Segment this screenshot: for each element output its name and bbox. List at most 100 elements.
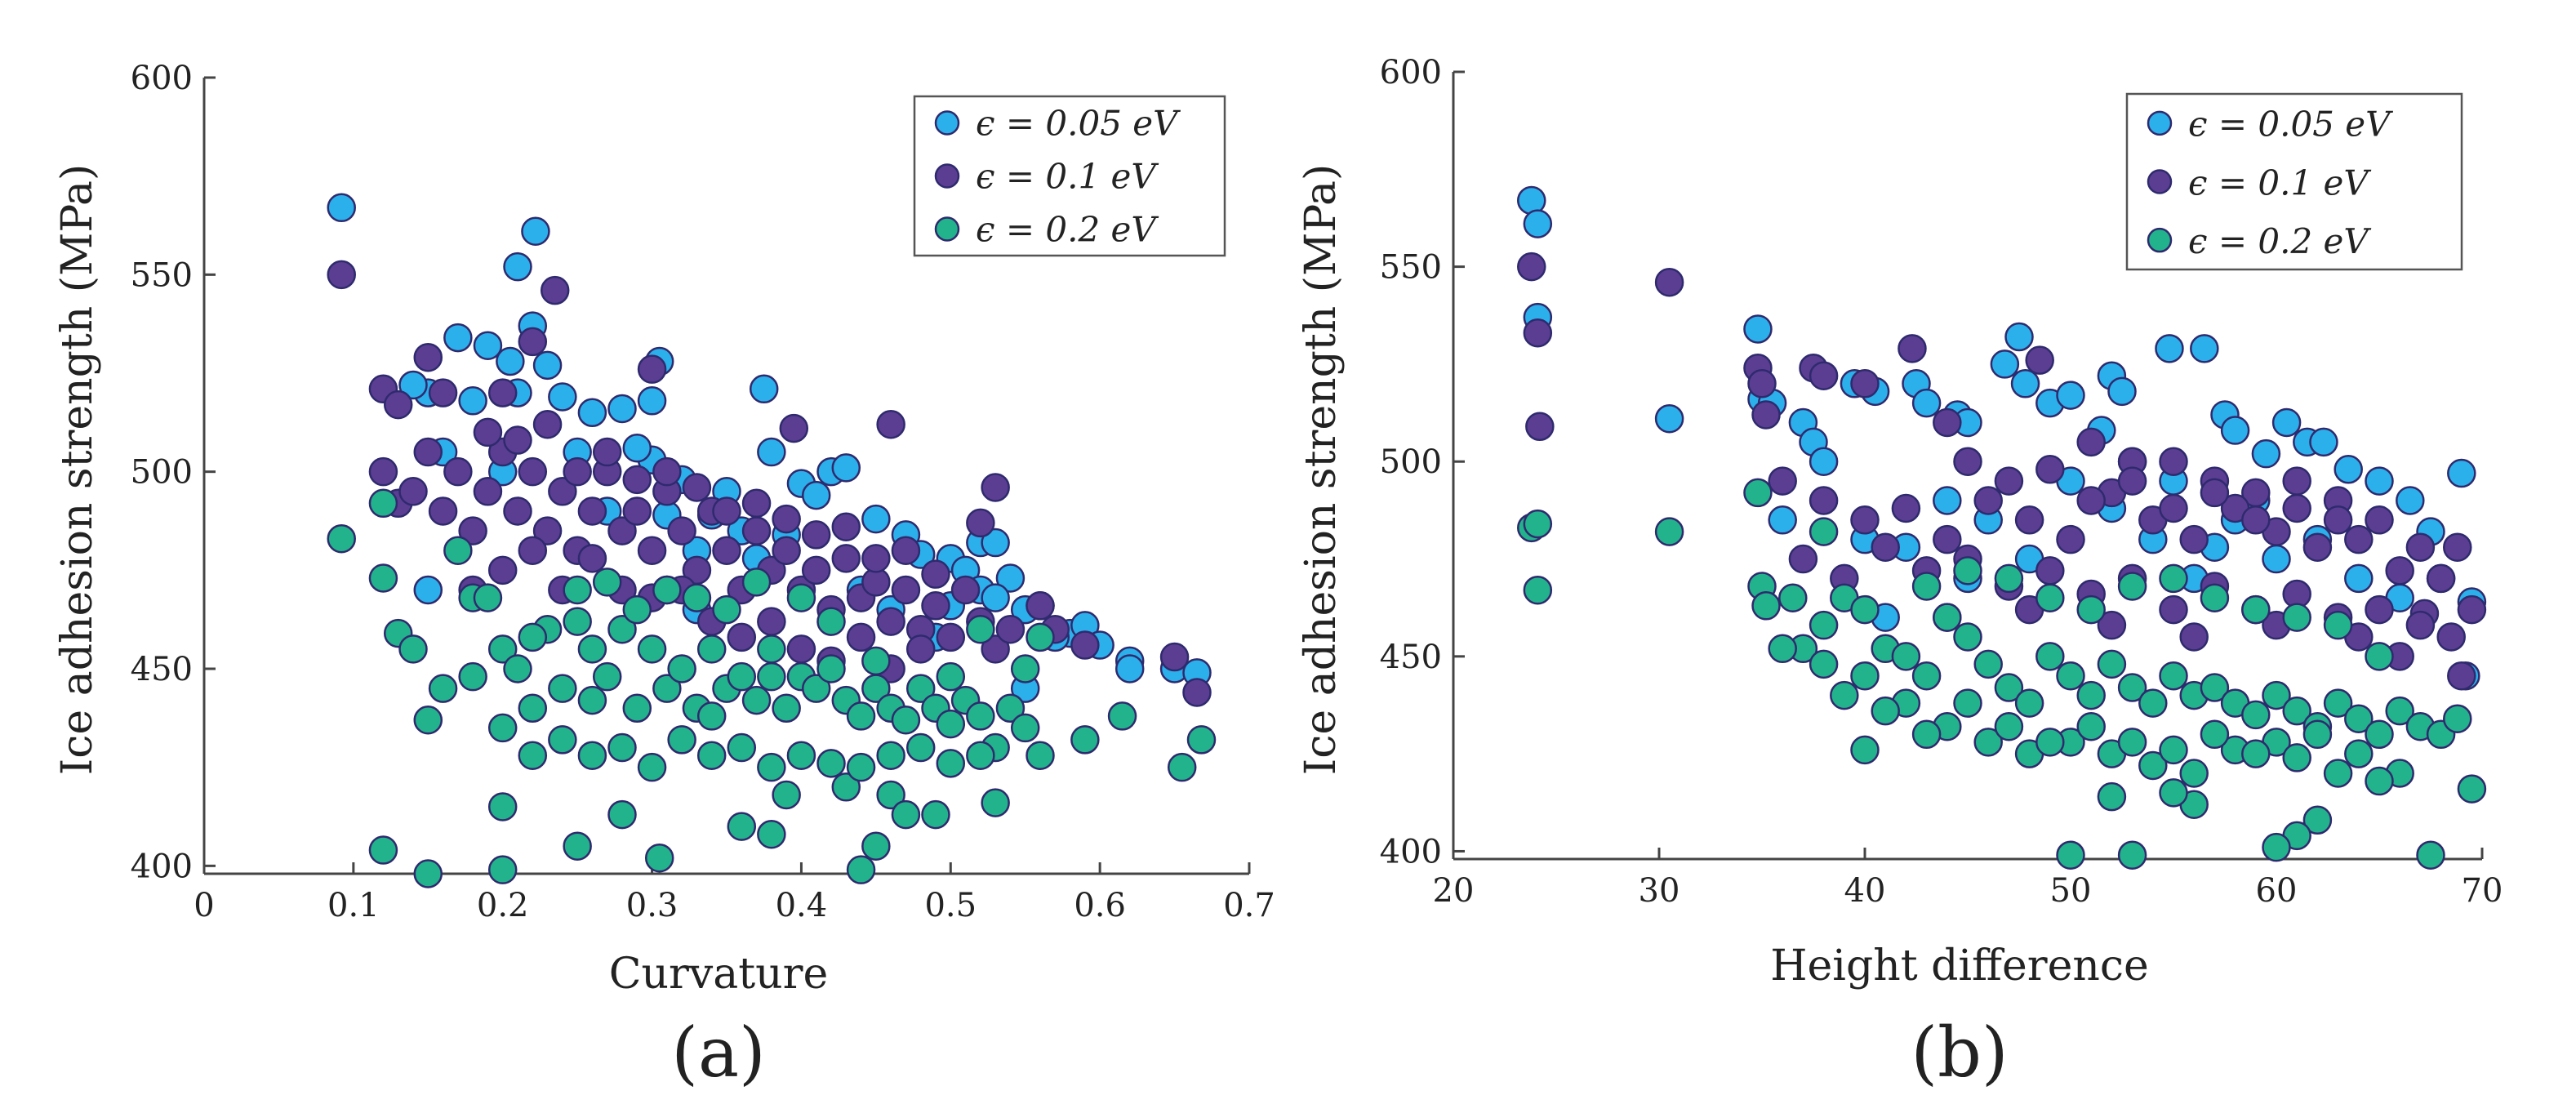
series-2-point: [816, 654, 846, 683]
series-2-point: [2200, 719, 2230, 750]
series-0-point: [473, 331, 503, 360]
series-1-point: [487, 555, 518, 585]
series-1-point: [667, 516, 696, 545]
series-2-point: [727, 661, 757, 692]
series-1-point: [2426, 563, 2456, 594]
series-2-point: [846, 752, 876, 782]
series-2-point: [1778, 583, 1808, 613]
series-0-point: [2447, 458, 2476, 488]
series-1-point: [936, 622, 966, 652]
series-2-point: [413, 859, 443, 888]
series-1-point: [1871, 532, 1900, 562]
series-2-point: [487, 792, 518, 821]
series-1-point: [1953, 447, 1982, 476]
series-1-point: [1891, 493, 1921, 523]
legend-entry: ϵ = 0.05 eV: [2188, 105, 2393, 145]
series-1-point: [2179, 524, 2209, 554]
series-0-point: [1114, 654, 1145, 683]
series-2-point: [1010, 654, 1040, 683]
series-1-point: [1654, 267, 1684, 297]
legend-box: [913, 95, 1226, 257]
series-1-point: [682, 473, 712, 502]
panel-a-ylabel: Ice adhesion strength (MPa): [53, 164, 102, 776]
series-1-point: [532, 516, 563, 545]
series-2-point: [741, 568, 772, 597]
series-2-point: [2076, 711, 2106, 741]
y-tick-label: 500: [1380, 443, 1442, 481]
series-1-point: [1517, 252, 1546, 282]
series-1-point: [1994, 466, 2024, 496]
series-1-point: [637, 536, 667, 565]
series-1-point: [2035, 556, 2065, 585]
series-1-point: [2014, 505, 2044, 535]
y-tick-label: 500: [131, 454, 193, 492]
series-1-point: [518, 456, 548, 487]
series-2-point: [1994, 563, 2024, 594]
series-1-point: [2056, 524, 2085, 554]
series-2-point: [2035, 583, 2065, 613]
series-1-point: [831, 544, 861, 573]
series-1-point: [2241, 505, 2271, 535]
series-1-point: [2159, 493, 2188, 523]
y-tick-label: 450: [1380, 639, 1442, 676]
series-2-point: [2097, 781, 2127, 812]
series-1-point: [607, 516, 637, 545]
series-0-point: [1990, 349, 2020, 379]
series-2-point: [1523, 575, 1553, 605]
series-1-point: [2385, 556, 2414, 585]
series-1-point: [518, 327, 548, 357]
series-1-point: [981, 473, 1010, 502]
series-2-point: [2262, 832, 2291, 862]
series-1-point: [2302, 532, 2333, 562]
series-2-point: [487, 634, 518, 664]
series-1-point: [577, 544, 607, 573]
series-2-point: [757, 661, 786, 692]
series-2-point: [757, 819, 786, 849]
series-2-point: [428, 674, 458, 703]
series-2-point: [2159, 778, 2188, 808]
series-1-point: [487, 378, 518, 407]
series-2-point: [2200, 673, 2230, 702]
series-2-point: [905, 732, 936, 763]
panel-a: Ice adhesion strength (MPa) Curvature (a…: [53, 60, 1275, 1093]
series-1-point: [846, 622, 876, 652]
series-1-point: [801, 520, 831, 550]
series-2-point: [1743, 478, 1773, 508]
series-1-point: [861, 544, 891, 573]
series-1-point: [1026, 591, 1055, 621]
series-2-point: [2179, 759, 2209, 788]
series-1-point: [2097, 610, 2127, 640]
series-1-point: [2436, 622, 2466, 652]
panel-a-xlabel: Curvature: [609, 950, 829, 999]
series-2-point: [1809, 649, 1839, 679]
series-0-point: [607, 394, 637, 424]
series-2-point: [1850, 735, 1880, 765]
series-1-point: [622, 496, 652, 526]
series-2-point: [1751, 591, 1781, 621]
series-2-point: [644, 843, 674, 873]
legend-marker: [934, 163, 960, 189]
series-0-point: [2365, 466, 2394, 496]
series-1-point: [2200, 478, 2230, 508]
series-1-point: [786, 634, 816, 664]
series-2-point: [2035, 728, 2065, 757]
series-2-point: [2117, 673, 2147, 702]
series-2-point: [2262, 680, 2291, 710]
series-0-point: [1523, 209, 1553, 238]
series-1-point: [1850, 505, 1880, 535]
series-1-point: [905, 634, 936, 664]
series-1-point: [2076, 486, 2106, 515]
series-0-point: [2010, 369, 2040, 398]
series-2-point: [1768, 634, 1797, 664]
series-2-point: [548, 725, 577, 755]
series-1-point: [413, 437, 443, 467]
series-2-point: [966, 741, 995, 770]
legend-marker: [934, 216, 960, 242]
series-1-point: [2405, 532, 2436, 562]
series-2-point: [2076, 680, 2106, 710]
points-group: [1517, 185, 2487, 870]
series-2-point: [876, 741, 905, 770]
series-1-point: [2365, 594, 2394, 625]
series-1-point: [741, 488, 772, 519]
series-2-point: [2302, 719, 2333, 750]
